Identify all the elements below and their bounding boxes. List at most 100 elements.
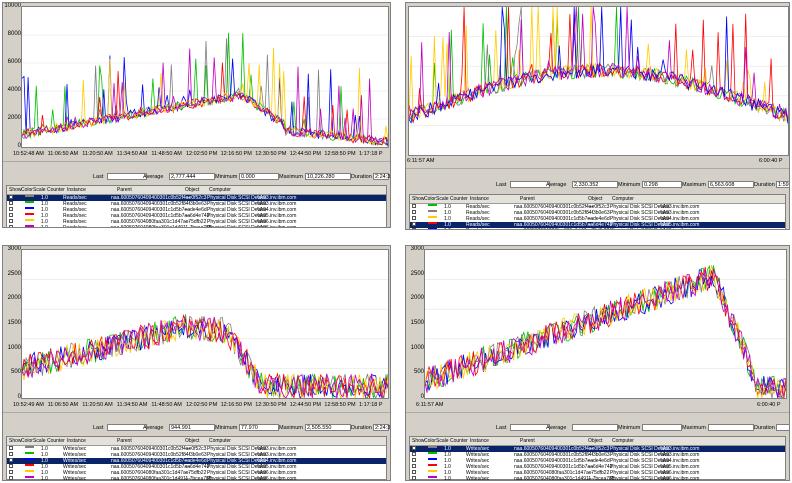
counter-row[interactable]: 1.0 Writes/sec naa.60050760409400301c0b52f… [410,446,785,452]
counter-row[interactable]: 1.0 Reads/sec naa.60050760409400301c1d5b7a… [7,213,386,219]
show-checkbox[interactable] [412,228,416,229]
color-swatch [25,458,34,460]
counter-row[interactable]: 1.0 Writes/sec naa.600507604080faa301c1d47… [410,470,785,476]
counter-row[interactable]: 1.0 Reads/sec naa.60050760409400301c1d5b7a… [410,222,785,228]
column-header-object[interactable]: Object [588,196,603,202]
column-header-parent[interactable]: Parent [520,196,535,202]
column-header-computer[interactable]: Computer [612,438,634,444]
column-header-counter[interactable]: Counter [47,187,65,193]
counter-row[interactable]: 1.0 Writes/sec naa.60050760409400301c0b52f… [7,446,386,452]
column-header-show[interactable]: Show [9,438,22,444]
show-checkbox[interactable] [412,210,416,214]
show-checkbox[interactable] [9,464,13,468]
column-header-counter[interactable]: Counter [450,438,468,444]
counter-row[interactable]: 1.0 Reads/sec naa.60050760409400301c1d5b7e… [410,216,785,222]
column-header-show[interactable]: Show [9,187,22,193]
x-axis-tick-label: 11:06:50 AM [47,402,79,408]
column-header-instance[interactable]: Instance [470,438,489,444]
column-header-color[interactable]: Color [21,438,33,444]
column-header-scale[interactable]: Scale [436,438,449,444]
counter-row[interactable]: 1.0 Reads/sec naa.60050760409400301c0b52f8… [7,201,386,207]
counter-row[interactable]: 1.0 Reads/sec naa.600507604080faa301c1d47a… [410,228,785,229]
column-header-object[interactable]: Object [185,438,200,444]
show-checkbox[interactable] [412,470,416,474]
show-checkbox[interactable] [9,452,13,456]
counter-row[interactable]: 1.0 Writes/sec naa.600507604080faa301c1d47… [7,470,386,476]
show-checkbox[interactable] [412,446,416,450]
counter-list[interactable]: Show Color Scale Counter Instance Parent Objec… [6,436,387,480]
column-header-show[interactable]: Show [412,438,425,444]
column-header-color[interactable]: Color [424,438,436,444]
column-header-instance[interactable]: Instance [67,438,86,444]
counter-list[interactable]: Show Color Scale Counter Instance Parent Objec… [6,185,387,227]
column-header-computer[interactable]: Computer [209,187,231,193]
column-header-counter[interactable]: Counter [450,196,468,202]
show-checkbox[interactable] [412,464,416,468]
show-checkbox[interactable] [9,458,13,462]
counter-row[interactable]: 1.0 Writes/sec naa.60050760409400301c1d5b7… [410,464,785,470]
graph-area [408,6,789,156]
perfmon-panel-reads-1: 10000 8000 6000 4000 2000 0 10:52:48 AM 11:06:5… [2,2,391,228]
column-header-show[interactable]: Show [412,196,425,202]
column-header-computer[interactable]: Computer [209,438,231,444]
cell-computer: \\A03.inv.ibm.com [660,452,700,458]
column-header-object[interactable]: Object [588,438,603,444]
show-checkbox[interactable] [9,207,13,211]
cell-object: Physical Disk SCSI Device [207,201,267,207]
column-header-scale[interactable]: Scale [33,438,46,444]
show-checkbox[interactable] [9,195,13,199]
column-header-scale[interactable]: Scale [33,187,46,193]
counter-row[interactable]: 1.0 Reads/sec naa.60050760409400301c0b52f4… [7,195,386,201]
counter-list[interactable]: Show Color Scale Counter Instance Parent Objec… [409,194,786,229]
counter-row[interactable]: 1.0 Reads/sec naa.60050760409400301c0b52f8… [410,210,785,216]
counter-row[interactable]: 1.0 Writes/sec naa.600507604080faa301c1d49… [410,476,785,480]
column-header-color[interactable]: Color [424,196,436,202]
show-checkbox[interactable] [412,216,416,220]
cell-scale: 1.0 [41,464,48,470]
counter-row[interactable]: 1.0 Writes/sec naa.60050760409400301c1d5b7… [7,464,386,470]
show-checkbox[interactable] [9,225,13,227]
column-header-color[interactable]: Color [21,187,33,193]
y-axis-tick-label: 0 [17,143,21,149]
show-checkbox[interactable] [9,476,13,480]
show-checkbox[interactable] [9,446,13,450]
column-header-instance[interactable]: Instance [470,196,489,202]
counter-row[interactable]: 1.0 Reads/sec naa.600507604080faa301c1d47a… [7,219,386,225]
show-checkbox[interactable] [9,219,13,223]
show-checkbox[interactable] [9,470,13,474]
stat-label-maximum: Maximum [279,425,303,431]
column-header-parent[interactable]: Parent [117,438,132,444]
counter-row[interactable]: 1.0 Reads/sec naa.600507604080faa301c1d491… [7,225,386,227]
show-checkbox[interactable] [412,204,416,208]
show-checkbox[interactable] [412,222,416,226]
counter-row[interactable]: 1.0 Writes/sec naa.60050760409400301c0b52f… [410,452,785,458]
column-header-computer[interactable]: Computer [612,196,634,202]
series-line-1 [22,314,388,398]
show-checkbox[interactable] [412,476,416,480]
column-header-object[interactable]: Object [185,187,200,193]
color-swatch [25,219,34,221]
counter-row[interactable]: 1.0 Writes/sec naa.60050760409400301c0b52f… [7,452,386,458]
column-header-instance[interactable]: Instance [67,187,86,193]
counter-row[interactable]: 1.0 Writes/sec naa.60050760409400301c1d5b7… [410,458,785,464]
counter-list[interactable]: Show Color Scale Counter Instance Parent Objec… [409,436,786,480]
column-header-parent[interactable]: Parent [117,187,132,193]
show-checkbox[interactable] [9,201,13,205]
cell-object: Physical Disk SCSI Device [207,207,267,213]
counter-row[interactable]: 1.0 Writes/sec naa.60050760409400301c1d5b7… [7,458,386,464]
column-header-scale[interactable]: Scale [436,196,449,202]
show-checkbox[interactable] [9,213,13,217]
counter-row[interactable]: 1.0 Reads/sec naa.60050760409400301c0b52f4… [410,204,785,210]
column-header-counter[interactable]: Counter [47,438,65,444]
counter-row[interactable]: 1.0 Writes/sec naa.600507604080faa301c1d49… [7,476,386,480]
cell-scale: 1.0 [444,452,451,458]
cell-scale: 1.0 [41,219,48,225]
stat-value-box-minimum [642,424,682,431]
x-axis-tick-label: 6:11:57 AM [416,402,444,408]
chart-canvas [409,7,788,126]
counter-row[interactable]: 1.0 Reads/sec naa.60050760409400301c1d5b7e… [7,207,386,213]
show-checkbox[interactable] [412,458,416,462]
stat-value-average: 2,330.352 [574,182,599,188]
show-checkbox[interactable] [412,452,416,456]
column-header-parent[interactable]: Parent [520,438,535,444]
